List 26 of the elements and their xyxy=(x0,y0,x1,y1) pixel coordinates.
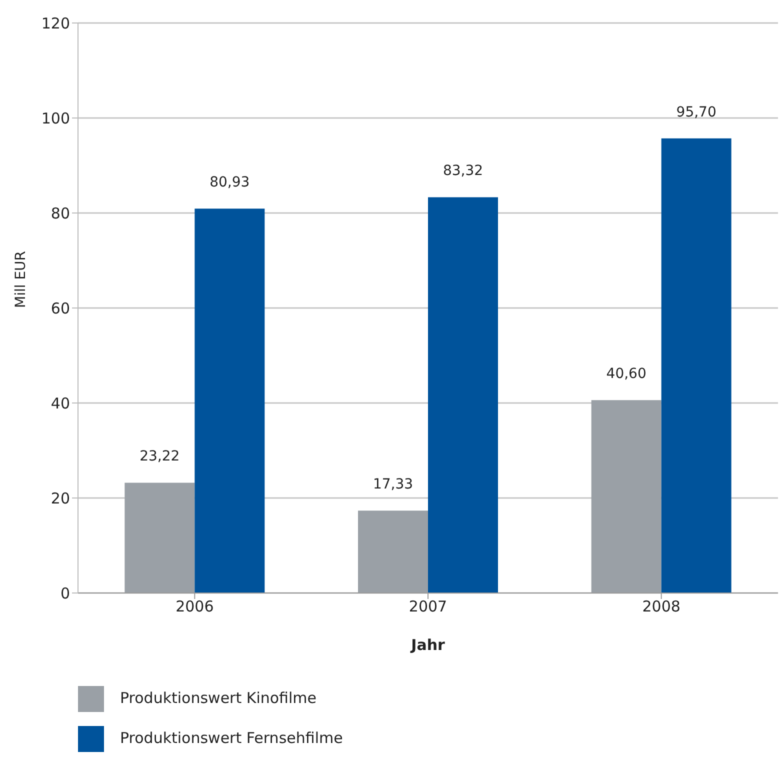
y-tick-label: 80 xyxy=(50,204,70,222)
y-tick-label: 0 xyxy=(60,584,70,602)
y-axis-title: Mill EUR xyxy=(12,250,29,308)
x-axis-title: Jahr xyxy=(410,636,446,654)
data-label: 17,33 xyxy=(372,476,414,493)
bar xyxy=(194,208,265,593)
bar xyxy=(358,510,428,593)
bar xyxy=(661,138,732,593)
legend-label: Produktionswert Kinofilme xyxy=(120,689,317,707)
y-tick-label: 40 xyxy=(50,394,70,412)
y-tick-label: 100 xyxy=(41,109,70,128)
data-label: 23,22 xyxy=(140,448,180,465)
bar xyxy=(124,482,195,593)
y-tick-label: 120 xyxy=(41,14,70,32)
x-tick-label: 2006 xyxy=(176,598,214,616)
x-tick-label: 2008 xyxy=(642,598,680,616)
legend-label: Produktionswert Fernsehfilme xyxy=(120,729,343,747)
y-tick-label: 20 xyxy=(50,489,70,508)
x-tick-label: 2007 xyxy=(408,598,448,616)
y-tick-label: 60 xyxy=(50,299,70,318)
data-label: 80,93 xyxy=(210,174,250,191)
data-label: 95,70 xyxy=(676,104,716,120)
bar xyxy=(591,400,662,593)
data-label: 40,60 xyxy=(606,366,646,382)
data-label: 83,32 xyxy=(442,163,484,180)
bar xyxy=(428,197,498,593)
